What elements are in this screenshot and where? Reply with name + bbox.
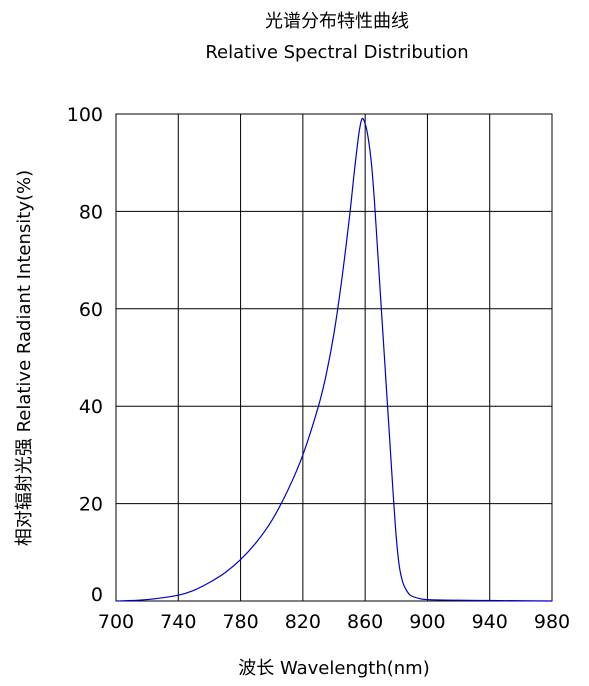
spectral-curve xyxy=(115,117,553,602)
chart-subtitle: Relative Spectral Distribution xyxy=(205,42,468,63)
grid xyxy=(115,113,553,602)
x-tick-label: 860 xyxy=(347,611,383,633)
x-tick-label: 820 xyxy=(285,611,321,633)
x-tick-labels: 700 740 780 820 860 900 940 980 xyxy=(98,611,570,633)
x-tick-label: 980 xyxy=(534,611,570,633)
x-tick-label: 780 xyxy=(222,611,258,633)
y-tick-label: 20 xyxy=(79,494,103,516)
x-tick-label: 900 xyxy=(409,611,445,633)
x-tick-label: 940 xyxy=(472,611,508,633)
y-axis-label: 相对辐射光强 Relative Radiant Intensity(%) xyxy=(14,170,35,546)
chart-title: 光谱分布特性曲线 xyxy=(265,11,409,32)
y-tick-label: 0 xyxy=(91,584,103,606)
x-axis-label: 波长 Wavelength(nm) xyxy=(238,658,430,679)
plot-frame xyxy=(115,113,553,602)
x-tick-label: 740 xyxy=(160,611,196,633)
y-tick-label: 80 xyxy=(79,201,103,223)
y-tick-labels: 0 20 40 60 80 100 xyxy=(67,104,103,606)
x-tick-label: 700 xyxy=(98,611,134,633)
y-tick-label: 100 xyxy=(67,104,103,126)
y-tick-label: 40 xyxy=(79,396,103,418)
y-tick-label: 60 xyxy=(79,299,103,321)
